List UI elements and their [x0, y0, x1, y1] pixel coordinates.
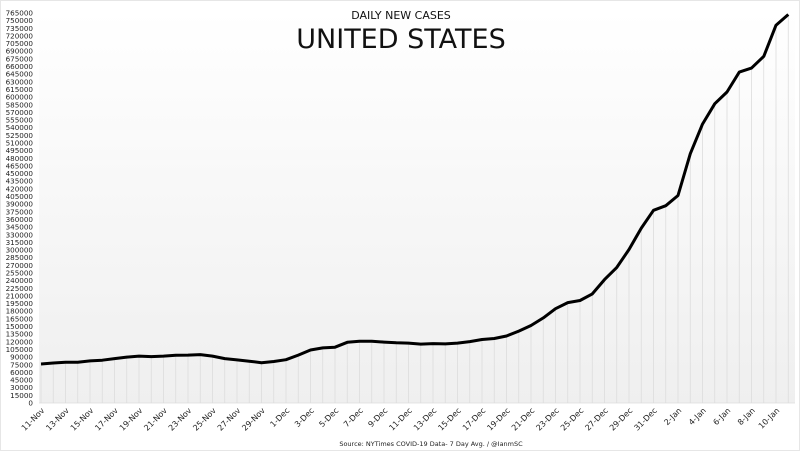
x-tick-label: 2-Jan — [662, 406, 683, 427]
x-tick-label: 1-Dec — [268, 406, 291, 429]
x-tick-label: 13-Nov — [44, 406, 71, 433]
x-tick-label: 19-Nov — [118, 406, 145, 433]
x-tick-label: 23-Nov — [167, 406, 194, 433]
x-tick-label: 27-Dec — [583, 406, 610, 433]
x-tick-label: 29-Dec — [608, 406, 635, 433]
x-tick-label: 6-Jan — [711, 406, 732, 427]
x-tick-label: 15-Dec — [436, 406, 463, 433]
x-tick-label: 17-Nov — [93, 406, 120, 433]
x-tick-label: 21-Nov — [142, 406, 169, 433]
x-tick-label: 23-Dec — [534, 406, 561, 433]
x-tick-label: 27-Nov — [216, 406, 243, 433]
x-tick-label: 17-Dec — [461, 406, 488, 433]
x-tick-label: 25-Dec — [559, 406, 586, 433]
x-tick-label: 13-Dec — [412, 406, 439, 433]
x-tick-label: 9-Dec — [366, 406, 389, 429]
x-tick-label: 3-Dec — [293, 406, 316, 429]
x-tick-label: 21-Dec — [510, 406, 537, 433]
x-tick-label: 8-Jan — [736, 406, 757, 427]
x-tick-label: 4-Jan — [687, 406, 708, 427]
x-tick-label: 29-Nov — [240, 406, 267, 433]
chart-source: Source: NYTimes COVID-19 Data- 7 Day Avg… — [339, 440, 523, 448]
chart-subtitle: UNITED STATES — [296, 24, 505, 55]
x-tick-label: 5-Dec — [317, 406, 340, 429]
x-tick-label: 7-Dec — [342, 406, 365, 429]
chart-title: DAILY NEW CASES — [351, 9, 451, 22]
x-tick-label: 11-Dec — [387, 406, 414, 433]
x-tick-label: 11-Nov — [20, 406, 47, 433]
y-tick-label: 765000 — [6, 9, 34, 18]
x-tick-label: 15-Nov — [69, 406, 96, 433]
x-tick-label: 31-Dec — [632, 406, 659, 433]
x-tick-label: 19-Dec — [485, 406, 512, 433]
x-tick-label: 25-Nov — [191, 406, 218, 433]
x-tick-label: 10-Jan — [757, 406, 782, 431]
